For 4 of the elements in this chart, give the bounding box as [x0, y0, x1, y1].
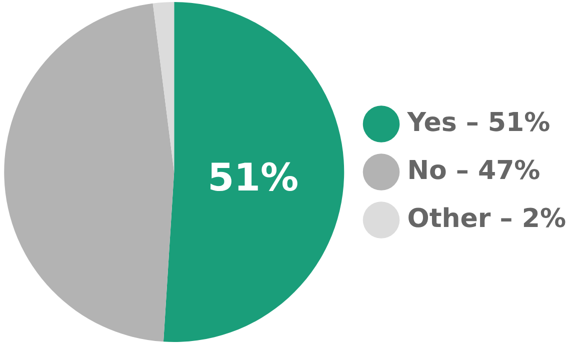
data-label: 51% [208, 156, 299, 200]
legend-label: Yes – 51% [406, 108, 550, 138]
legend-label: Other – 2% [407, 204, 566, 234]
legend-label: No – 47% [407, 156, 540, 186]
